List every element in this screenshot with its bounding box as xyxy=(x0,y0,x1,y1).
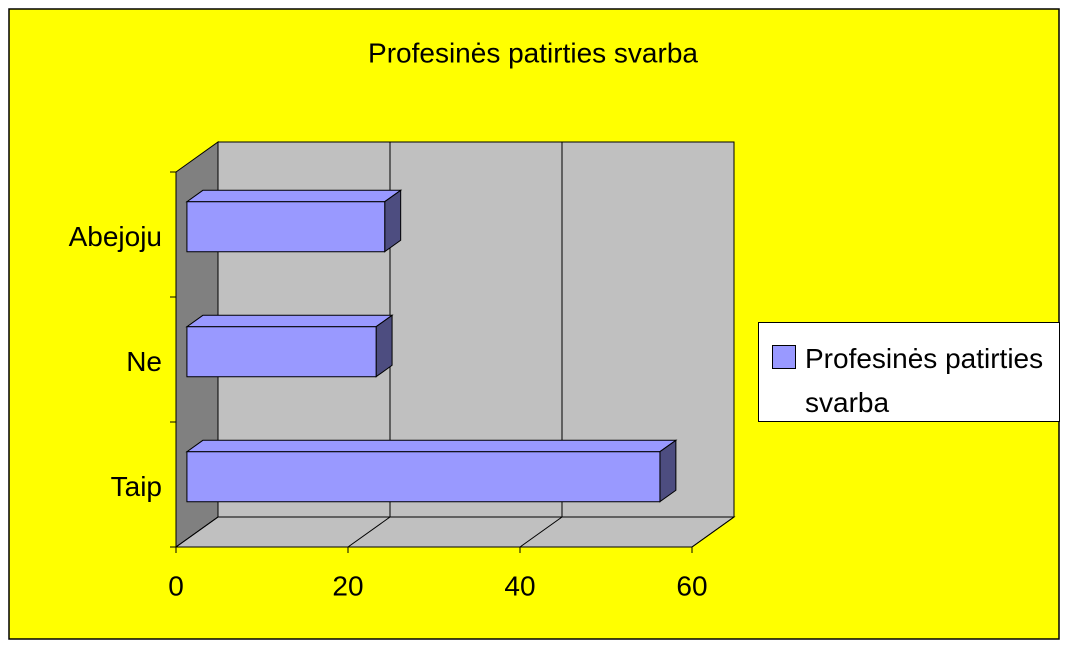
bar-top xyxy=(185,189,403,203)
floor xyxy=(174,516,736,548)
bar-front xyxy=(186,451,661,503)
y-tick-label: Taip xyxy=(111,471,162,502)
bar-end xyxy=(384,189,402,253)
x-tick-label: 20 xyxy=(332,570,363,601)
bar xyxy=(185,314,394,378)
legend: Profesinės patirties svarba xyxy=(758,322,1060,422)
legend-label: Profesinės patirties svarba xyxy=(805,343,1044,418)
x-tick-label: 0 xyxy=(168,570,184,601)
grid-line xyxy=(175,142,219,548)
bar xyxy=(185,439,678,503)
bar-top xyxy=(185,439,678,453)
bar-front xyxy=(186,326,377,378)
grid-line xyxy=(519,142,563,548)
bar xyxy=(185,189,403,253)
bar-end xyxy=(375,314,393,378)
bar-front xyxy=(186,201,386,253)
chart-title: Profesinės patirties svarba xyxy=(368,37,698,68)
x-tick-label: 60 xyxy=(676,570,707,601)
bar-end xyxy=(659,439,677,503)
x-tick-label: 40 xyxy=(504,570,535,601)
bar-top xyxy=(185,314,394,328)
grid-line xyxy=(691,142,735,548)
y-tick-label: Abejoju xyxy=(69,221,162,252)
y-tick-label: Ne xyxy=(126,346,162,377)
legend-swatch xyxy=(772,345,796,369)
grid-line xyxy=(347,142,391,548)
